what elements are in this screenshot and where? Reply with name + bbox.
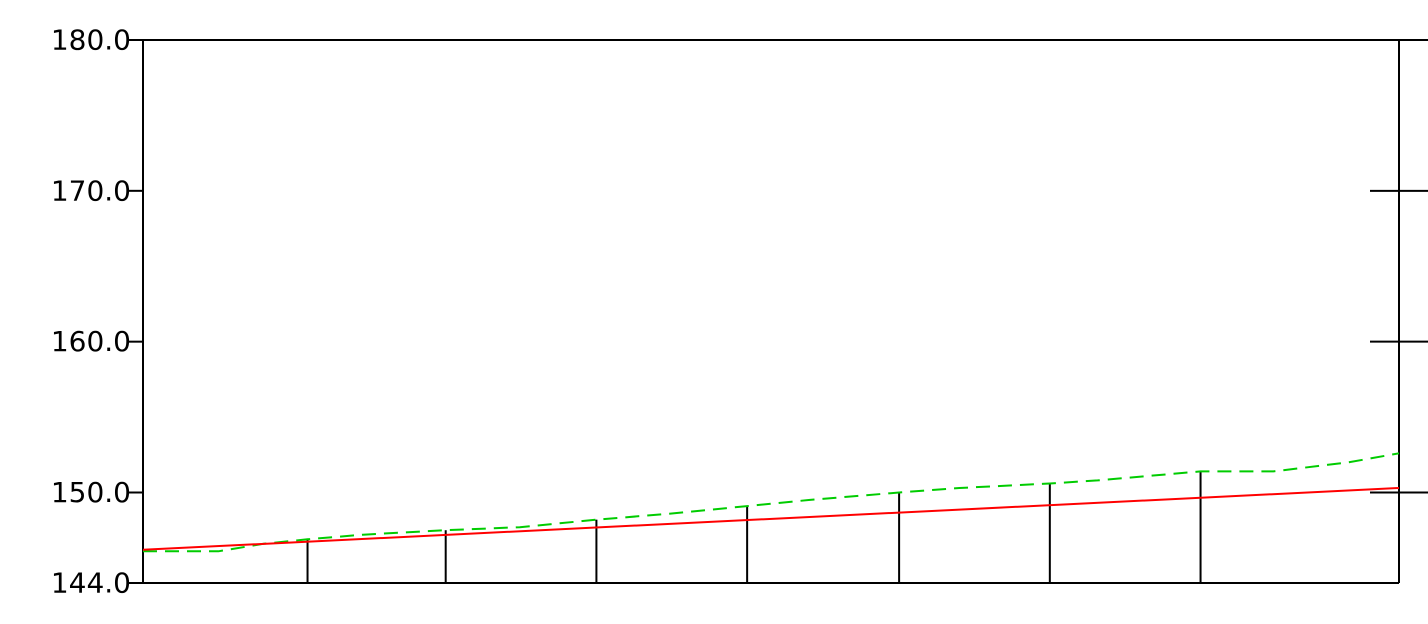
y-axis-tick-labels: 180.0 170.0 160.0 150.0 144.0 <box>51 24 131 600</box>
y-tick-label: 160.0 <box>51 325 131 358</box>
y-tick-label: 150.0 <box>51 476 131 509</box>
y-tick-label: 144.0 <box>51 567 131 600</box>
existing-ground-line <box>143 452 1400 553</box>
y-tick-label: 180.0 <box>51 24 131 57</box>
station-lines <box>306 471 1202 583</box>
design-grade-line <box>142 487 1400 551</box>
chart-axes <box>129 39 1428 584</box>
y-tick-label: 170.0 <box>51 174 131 207</box>
series-group <box>142 452 1400 553</box>
